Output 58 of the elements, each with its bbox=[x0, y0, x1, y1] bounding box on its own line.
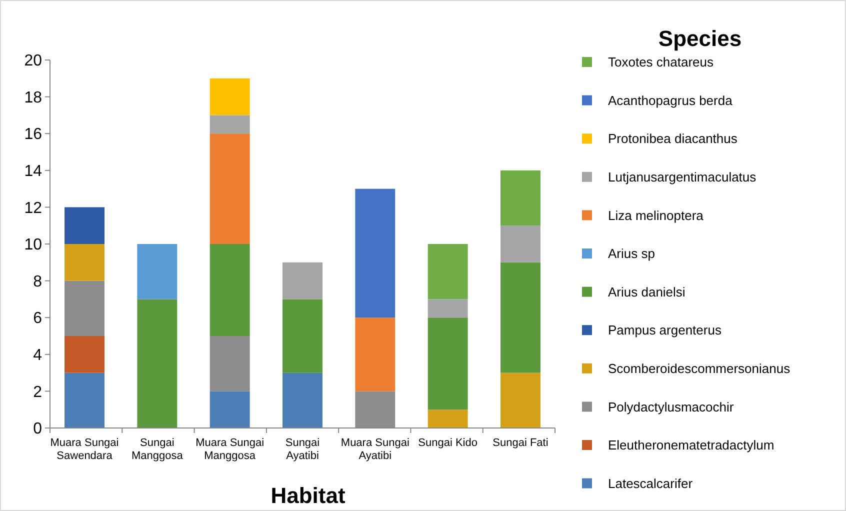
legend-label: Scomberoidescommersonianus bbox=[608, 360, 791, 376]
x-tick-label: Sungai Fati bbox=[492, 437, 548, 449]
bar bbox=[210, 115, 250, 134]
bar bbox=[282, 299, 322, 373]
x-tick-label: Muara Sungai Sawendara bbox=[50, 437, 119, 462]
y-tick-label: 4 bbox=[33, 347, 42, 364]
y-tick-label: 20 bbox=[24, 52, 42, 70]
bar bbox=[500, 226, 540, 262]
legend-label: Arius danielsi bbox=[608, 284, 686, 300]
x-axis-title: Habitat bbox=[270, 483, 346, 508]
x-tick-label: Muara Sungai Ayatibi bbox=[340, 437, 410, 462]
y-tick-label: 0 bbox=[33, 420, 42, 438]
legend-label: Toxotes chatareus bbox=[608, 54, 714, 70]
bar bbox=[355, 318, 396, 392]
bar bbox=[428, 410, 468, 428]
bar bbox=[500, 262, 540, 373]
bar bbox=[282, 372, 322, 428]
y-tick-label: 8 bbox=[33, 273, 42, 290]
bar bbox=[500, 372, 540, 428]
bar bbox=[137, 299, 178, 428]
bar bbox=[64, 207, 104, 244]
bar bbox=[64, 280, 104, 336]
y-tick-label: 12 bbox=[24, 200, 42, 217]
y-tick-label: 14 bbox=[24, 163, 42, 180]
bar bbox=[210, 78, 250, 116]
bar bbox=[64, 372, 104, 428]
legend-label: Liza melinoptera bbox=[608, 208, 704, 223]
bar bbox=[428, 318, 468, 410]
legend-title: Species bbox=[658, 26, 742, 51]
bar bbox=[210, 244, 250, 336]
bar bbox=[210, 134, 250, 244]
bar bbox=[64, 336, 104, 373]
y-tick-label: 16 bbox=[24, 126, 42, 144]
legend-label: Lutjanusargentimaculatus bbox=[608, 169, 757, 184]
legend-label: Polydactylusmacochir bbox=[608, 399, 734, 414]
legend-label: Eleutheronematetradactylum bbox=[608, 438, 774, 453]
legend-label: Acanthopagrus berda bbox=[608, 92, 734, 108]
y-tick-label: 6 bbox=[33, 310, 42, 328]
x-tick-label: Muara Sungai Manggosa bbox=[196, 437, 264, 462]
bar bbox=[500, 170, 540, 226]
y-tick-label: 2 bbox=[33, 384, 42, 401]
legend-label: Protonibea diacanthus bbox=[608, 131, 738, 146]
legend-label: Arius sp bbox=[608, 246, 655, 262]
legend-label: Latescalcarifer bbox=[608, 476, 694, 491]
bar bbox=[210, 336, 250, 392]
bar bbox=[355, 188, 396, 318]
legend-label: Pampus argenterus bbox=[608, 322, 722, 338]
x-tick-label: Sungai Manggosa bbox=[131, 437, 184, 462]
bar bbox=[64, 244, 104, 281]
bar bbox=[210, 391, 250, 428]
bar bbox=[428, 299, 468, 318]
x-tick-label: Sungai Ayatibi bbox=[285, 437, 320, 462]
y-tick-label: 10 bbox=[24, 236, 42, 254]
bar bbox=[137, 244, 178, 300]
bar bbox=[282, 262, 322, 300]
y-tick-label: 18 bbox=[24, 89, 42, 106]
x-tick-label: Sungai Kido bbox=[418, 437, 478, 449]
bar bbox=[428, 244, 468, 300]
